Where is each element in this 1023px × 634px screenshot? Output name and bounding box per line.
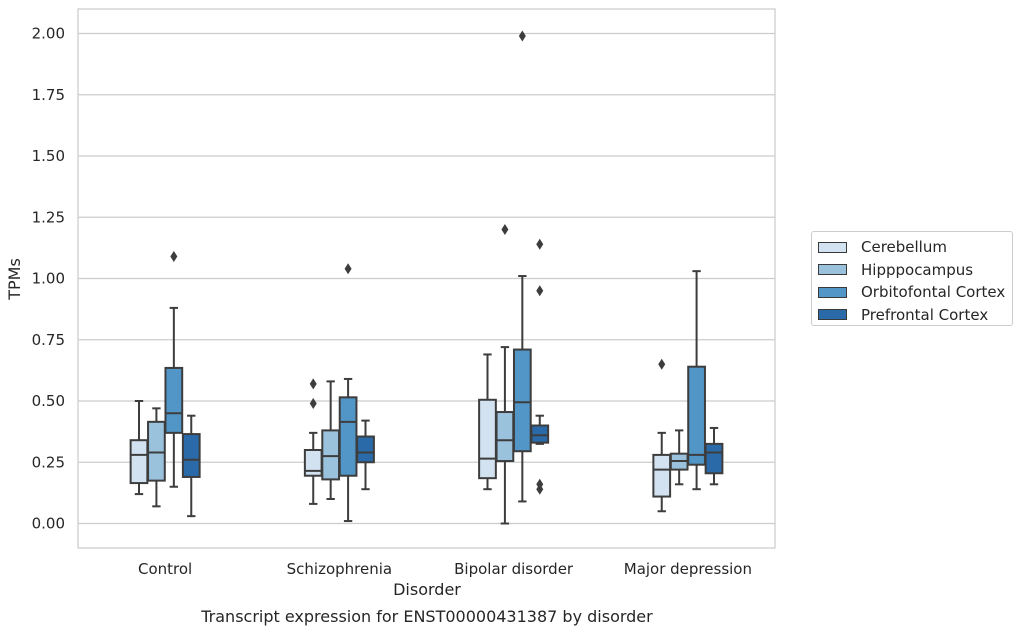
box-1-2: [495, 224, 515, 525]
x-tick-labels: Control Schizophrenia Bipolar disorder Majo…: [138, 560, 752, 578]
outlier-point: [658, 358, 666, 370]
legend-swatch: [818, 264, 847, 276]
box-iqr: [181, 433, 201, 478]
legend-item: Orbitofontal Cortex: [818, 281, 1012, 304]
legend-label: Cerebellum: [861, 238, 947, 257]
y-tick-label: 2.00: [32, 25, 65, 43]
x-tick-label: Bipolar disorder: [454, 560, 574, 578]
box-iqr: [704, 442, 724, 475]
outlier-point: [536, 285, 544, 297]
x-axis-title: Disorder: [393, 580, 461, 599]
outlier-point: [536, 478, 544, 490]
y-tick-label: 0.00: [32, 515, 65, 533]
y-tick-label: 1.00: [32, 270, 65, 288]
box-2-0: [164, 250, 184, 488]
y-tick-labels: 0.00 0.25 0.50 0.75 1.00 1.25 1.50 1.75 2.00: [32, 25, 65, 533]
box-iqr: [147, 420, 166, 482]
box-0-1: [303, 378, 323, 505]
plot-frame: [77, 8, 776, 549]
box-iqr: [303, 449, 323, 477]
box-0-3: [652, 358, 672, 513]
box-0-0: [129, 400, 149, 496]
box-3-2: [530, 238, 550, 495]
y-tick-label: 1.50: [32, 147, 65, 165]
legend-item: Hipppocampus: [818, 259, 1012, 282]
box-iqr: [321, 429, 341, 481]
box-1-3: [669, 429, 689, 486]
legend-swatch: [818, 241, 847, 253]
box-0-2: [478, 353, 497, 491]
box-iqr: [164, 366, 184, 434]
box-1-0: [147, 407, 166, 508]
y-tick-label: 0.25: [32, 453, 65, 471]
x-tick-label: Major depression: [624, 560, 752, 578]
box-3-1: [356, 419, 375, 491]
outlier-point: [536, 238, 544, 250]
x-tick-label: Control: [138, 560, 192, 578]
outlier-point: [309, 378, 317, 390]
box-iqr: [687, 365, 706, 466]
legend-label: Hipppocampus: [861, 260, 974, 279]
chart-caption: Transcript expression for ENST0000043138…: [200, 607, 653, 626]
y-tick-label: 1.25: [32, 208, 65, 226]
box-3-0: [181, 414, 201, 518]
box-iqr: [356, 435, 375, 464]
box-iqr: [478, 398, 497, 480]
legend-item: Prefrontal Cortex: [818, 304, 1012, 327]
y-tick-label: 0.50: [32, 392, 65, 410]
legend-swatch: [818, 309, 847, 321]
outlier-point: [309, 397, 317, 409]
box-iqr: [338, 396, 358, 477]
outlier-point: [501, 224, 509, 235]
box-2-2: [512, 30, 532, 503]
y-axis-title: TPMs: [5, 258, 24, 301]
outlier-point: [170, 250, 178, 262]
box-iqr: [495, 411, 515, 463]
box-2-3: [687, 270, 706, 491]
legend-label: Prefrontal Cortex: [861, 305, 989, 324]
legend-swatch: [818, 286, 847, 298]
legend-item: Cerebellum: [818, 236, 1012, 259]
box-2-1: [338, 263, 358, 523]
box-iqr: [652, 453, 672, 498]
y-tick-label: 1.75: [32, 86, 65, 104]
box-iqr: [512, 348, 532, 453]
box-groups: [129, 30, 724, 525]
box-iqr: [530, 424, 550, 444]
outlier-point: [518, 30, 526, 42]
box-iqr: [129, 439, 149, 485]
x-tick-label: Schizophrenia: [287, 560, 392, 578]
box-1-1: [321, 380, 341, 500]
legend-label: Orbitofontal Cortex: [861, 283, 1006, 302]
outlier-point: [344, 263, 352, 275]
y-tick-label: 0.75: [32, 331, 65, 349]
box-3-3: [704, 426, 724, 486]
legend: Cerebellum Hipppocampus Orbitofontal Corte…: [811, 231, 1013, 326]
